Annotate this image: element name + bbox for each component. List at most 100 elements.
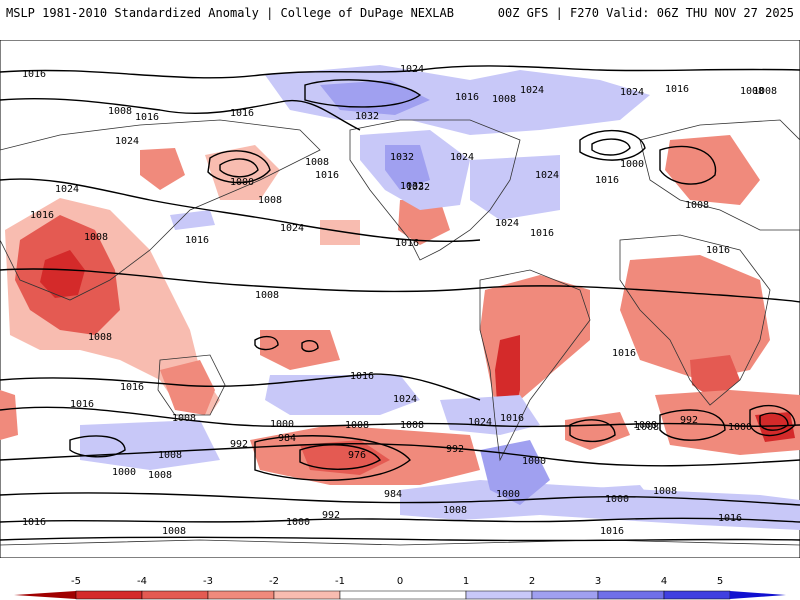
isobar-label: 1000	[620, 159, 644, 170]
isobar-label: 1024	[468, 417, 492, 428]
isobar	[0, 406, 800, 428]
isobar	[301, 340, 319, 353]
anomaly-pacific-small	[170, 210, 215, 230]
coast-europe	[639, 119, 800, 231]
isobar-label: 1008	[84, 232, 108, 243]
isobar-label: 1008	[305, 157, 329, 168]
coastlines	[0, 119, 800, 546]
colorbar-segment	[273, 590, 341, 600]
anomaly-north-america	[398, 200, 450, 245]
colorbar: -5 -4 -3 -2 -1 0 1 2 3 4 5	[14, 576, 786, 600]
isobar-label: 1016	[135, 112, 159, 123]
isobar-label: 1008	[753, 86, 777, 97]
isobar-label: 1016	[70, 399, 94, 410]
isobar-label: 1016	[30, 210, 54, 221]
isobar-label: 1000	[728, 422, 752, 433]
colorbar-tick-label: -4	[137, 576, 147, 587]
isobar	[579, 129, 646, 161]
anomaly-us-southwest	[320, 220, 360, 245]
isobar-label: 1008	[653, 486, 677, 497]
isobar-label: 1016	[315, 170, 339, 181]
anomaly-japan	[140, 148, 185, 190]
anomaly-south-pacific-high	[265, 375, 420, 415]
isobar-label: 1000	[112, 467, 136, 478]
colorbar-tick-label: 0	[397, 576, 403, 587]
run-valid-time: 00Z GFS | F270 Valid: 06Z THU NOV 27 202…	[497, 6, 794, 20]
isobar-label: 1016	[600, 526, 624, 537]
isobar-label: 1008	[685, 200, 709, 211]
isobar-label: 1008	[492, 94, 516, 105]
isobar	[0, 536, 800, 542]
isobar-label: 1016	[185, 235, 209, 246]
isobar	[254, 435, 411, 481]
anomaly-west-edge	[0, 390, 18, 440]
colorbar-tick-label: -2	[269, 576, 279, 587]
isobar-label: 1024	[55, 184, 79, 195]
anomaly-south-atlantic-high	[440, 395, 540, 435]
coast-africa	[619, 234, 771, 406]
isobar	[659, 409, 726, 441]
coast-eurasia	[0, 119, 321, 301]
colorbar-segment	[207, 590, 275, 600]
isobar-label: 1008	[258, 195, 282, 206]
chart-title: MSLP 1981-2010 Standardized Anomaly | Co…	[6, 6, 454, 20]
isobar-label: 1008	[108, 106, 132, 117]
isobar-label: 1024	[450, 152, 474, 163]
isobar-label: 1016	[22, 517, 46, 528]
colorbar-segment	[663, 590, 731, 600]
isobar-label: 1032	[355, 111, 379, 122]
isobar-label: 1008	[148, 470, 172, 481]
isobar-label: 1024	[495, 218, 519, 229]
anomaly-north-atlantic	[470, 155, 560, 220]
isobar-label: 1008	[162, 526, 186, 537]
isobar-label: 1016	[718, 513, 742, 524]
isobar	[207, 150, 271, 184]
isobar-label: 1008	[88, 332, 112, 343]
isobar-label: 1032	[390, 152, 414, 163]
anomaly-southern-africa	[690, 355, 740, 400]
isobar-label: 1016	[455, 92, 479, 103]
isobar-label: 1024	[280, 223, 304, 234]
isobar-label: 1008	[633, 420, 657, 431]
anomaly-nw-pacific	[205, 145, 280, 200]
colorbar-tick-label: 4	[661, 576, 667, 587]
isobar	[254, 335, 279, 351]
isobar-label: 1016	[230, 108, 254, 119]
coast-antarctica	[0, 539, 800, 546]
isobar-label: 1000	[230, 177, 254, 188]
colorbar-tick-label: -1	[335, 576, 345, 587]
colorbar-segment	[597, 590, 665, 600]
isobar-label: 1016	[706, 245, 730, 256]
isobar-label: 1008	[158, 450, 182, 461]
isobar-label: 1016	[22, 69, 46, 80]
colorbar-right-arrow	[730, 591, 786, 599]
coast-australia	[157, 354, 226, 416]
isobar-label: 1016	[120, 382, 144, 393]
anomaly-australia	[160, 360, 215, 415]
isobar	[0, 442, 800, 467]
isobar	[219, 158, 259, 178]
isobar-label: 984	[384, 489, 402, 500]
isobar-label: 1008	[172, 413, 196, 424]
isobar	[69, 435, 126, 458]
isobar-label: 1008	[255, 290, 279, 301]
isobar-label: 1024	[535, 170, 559, 181]
isobar-label: 1000	[522, 456, 546, 467]
colorbar-tick-label: -3	[203, 576, 213, 587]
isobar-label: 1000	[496, 489, 520, 500]
anomaly-southern-ocean	[80, 420, 220, 470]
positive-anomaly-areas	[80, 65, 800, 530]
isobar	[299, 444, 381, 470]
anomaly-indian-ocean	[560, 485, 660, 518]
isobar-label: 1008	[345, 420, 369, 431]
coast-north-america	[349, 119, 521, 261]
isobar	[0, 65, 800, 79]
isobar-label: 1016	[530, 228, 554, 239]
isobar-label: 1024	[393, 394, 417, 405]
isobar-label: 992	[230, 439, 248, 450]
colorbar-segment	[531, 590, 599, 600]
isobar-label: 1016	[595, 175, 619, 186]
isobar	[591, 138, 631, 156]
isobar-label: 1008	[443, 505, 467, 516]
isobar-label: 1024	[620, 87, 644, 98]
